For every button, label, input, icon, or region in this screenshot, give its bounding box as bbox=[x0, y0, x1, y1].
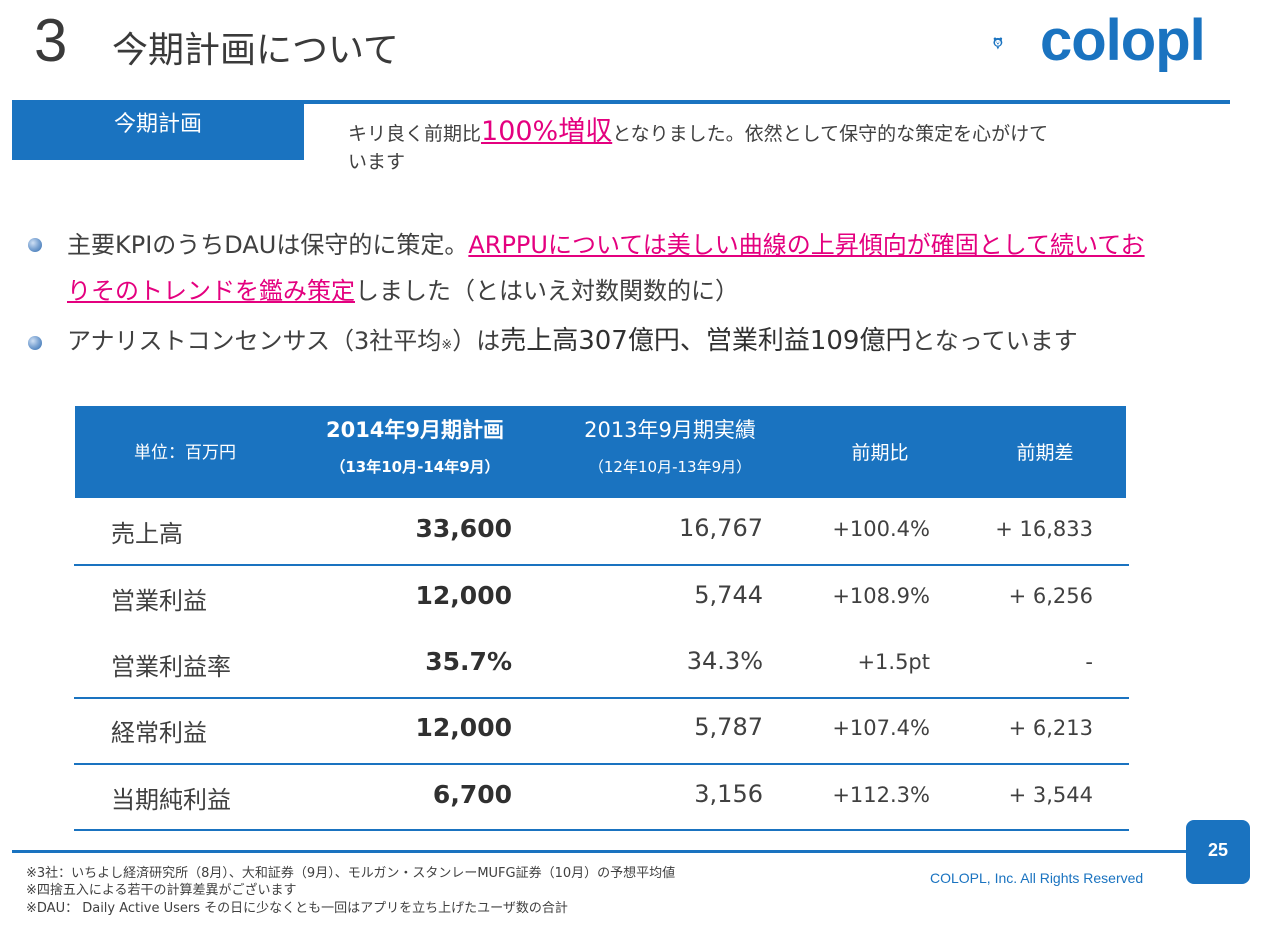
row-label: 営業利益 bbox=[111, 587, 207, 615]
bullet-big-text: 売上高307億円、営業利益109億円 bbox=[500, 326, 912, 356]
cell-plan: 35.7% bbox=[425, 647, 512, 676]
summary-before: キリ良く前期比 bbox=[348, 123, 482, 145]
footnote: ※3社：いちよし経済研究所（8月）、大和証券（9月）、モルガン・スタンレーMUF… bbox=[26, 866, 676, 881]
cell-actual: 34.3% bbox=[686, 647, 763, 675]
cell-ratio: +100.4% bbox=[832, 517, 930, 541]
colopl-logo bbox=[993, 37, 1003, 50]
header-yoy-diff: 前期差 bbox=[1016, 442, 1074, 464]
bullet-pink-text: ARPPUについては美しい曲線の上昇傾向が確固として続いてお bbox=[468, 231, 1145, 259]
bullet-kpi: 主要KPIのうちDAUは保守的に策定。ARPPUについては美しい曲線の上昇傾向が… bbox=[67, 222, 1237, 314]
cell-diff: + 16,833 bbox=[995, 517, 1093, 541]
cell-diff: + 6,213 bbox=[1008, 716, 1093, 740]
section-tag bbox=[12, 104, 304, 160]
bullet-icon bbox=[28, 336, 42, 350]
row-label: 売上高 bbox=[111, 520, 183, 548]
copyright: COLOPL, Inc. All Rights Reserved bbox=[930, 870, 1144, 886]
table-divider bbox=[74, 763, 1129, 765]
cell-ratio: +107.4% bbox=[832, 716, 930, 740]
cell-ratio: +112.3% bbox=[832, 783, 930, 807]
cell-plan: 6,700 bbox=[432, 780, 512, 809]
table-divider bbox=[74, 829, 1129, 831]
row-label: 当期純利益 bbox=[111, 786, 231, 814]
header-plan-period: （13年10月-14年9月） bbox=[330, 458, 500, 476]
footnote: ※DAU： Daily Active Users その日に少なくとも一回はアプリ… bbox=[26, 901, 568, 916]
cell-diff: + 6,256 bbox=[1008, 584, 1093, 608]
cell-plan: 12,000 bbox=[415, 581, 512, 610]
bullet-text: 主要KPIのうちDAUは保守的に策定。 bbox=[67, 231, 469, 259]
bullet-text: しました（とはいえ対数関数的に） bbox=[355, 277, 739, 305]
table-divider bbox=[74, 564, 1129, 566]
bullet-text: ）は bbox=[452, 327, 501, 355]
header-actual-period: （12年10月-13年9月） bbox=[588, 458, 752, 476]
cell-ratio: +108.9% bbox=[832, 584, 930, 608]
page-number-badge bbox=[1186, 820, 1250, 884]
summary-line2: います bbox=[348, 151, 406, 173]
cell-actual: 5,787 bbox=[694, 713, 763, 741]
summary-highlight: 100%増収 bbox=[481, 116, 613, 147]
bullet-consensus: アナリストコンセンサス（3社平均※）は売上高307億円、営業利益109億円となっ… bbox=[67, 318, 1237, 369]
bullet-pink-text: りそのトレンドを鑑み策定 bbox=[67, 277, 355, 305]
summary-after: となりました。依然として保守的な策定を心がけて bbox=[612, 123, 1049, 145]
section-number: 3 bbox=[34, 7, 68, 74]
bullet-text: となっています bbox=[911, 327, 1078, 355]
cell-plan: 33,600 bbox=[415, 514, 512, 543]
header-actual-title: 2013年9月期実績 bbox=[584, 418, 756, 442]
note-mark: ※ bbox=[441, 338, 453, 353]
table-divider bbox=[74, 697, 1129, 699]
summary-text: キリ良く前期比100%増収となりました。依然として保守的な策定を心がけて います bbox=[348, 118, 1168, 176]
page-number: 25 bbox=[1207, 840, 1229, 860]
cell-actual: 3,156 bbox=[694, 780, 763, 808]
footnote: ※四捨五入による若干の計算差異がございます bbox=[26, 883, 297, 898]
header-divider bbox=[12, 100, 1230, 104]
header-yoy-ratio: 前期比 bbox=[851, 442, 909, 464]
cell-actual: 16,767 bbox=[679, 514, 763, 542]
cell-diff: + 3,544 bbox=[1008, 783, 1093, 807]
cell-diff: - bbox=[1085, 650, 1093, 674]
header-unit: 単位：百万円 bbox=[134, 443, 236, 463]
page-title: 今期計画について bbox=[112, 30, 399, 71]
header-plan-title: 2014年9月期計画 bbox=[325, 418, 505, 442]
row-label: 営業利益率 bbox=[111, 653, 231, 681]
footer-divider bbox=[12, 850, 1230, 853]
section-tag-label: 今期計画 bbox=[113, 112, 202, 137]
cell-ratio: +1.5pt bbox=[857, 650, 930, 674]
logo-wordmark: colopl bbox=[1040, 8, 1206, 73]
cell-actual: 5,744 bbox=[694, 581, 763, 609]
row-label: 経常利益 bbox=[111, 719, 207, 747]
table-header: 単位：百万円 2014年9月期計画 （13年10月-14年9月） 2013年9月… bbox=[75, 406, 1126, 498]
cell-plan: 12,000 bbox=[415, 713, 512, 742]
bullet-text: アナリストコンセンサス（3社平均 bbox=[67, 327, 442, 355]
bullet-icon bbox=[28, 238, 42, 252]
